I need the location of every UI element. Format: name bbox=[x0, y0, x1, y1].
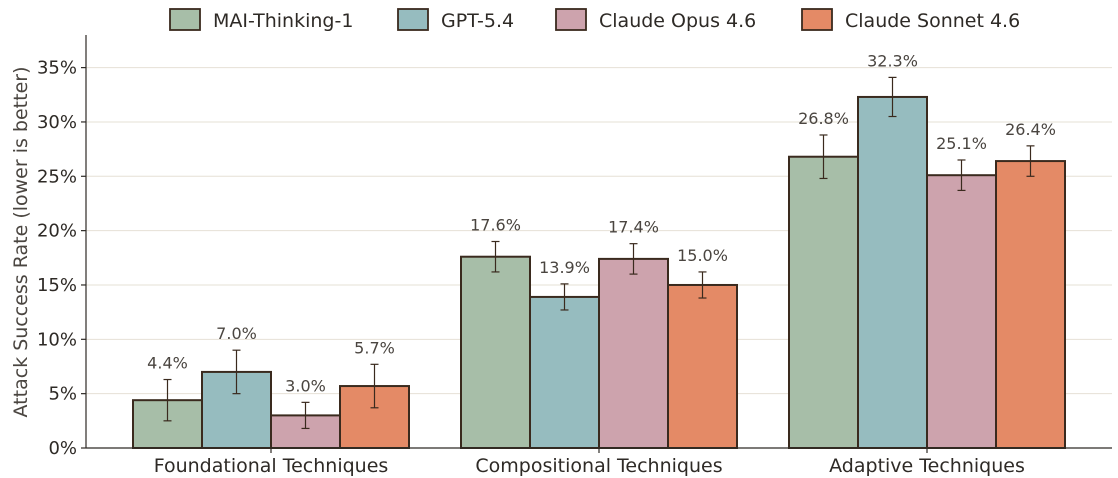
data-label: 32.3% bbox=[867, 51, 918, 70]
data-label: 5.7% bbox=[354, 338, 395, 357]
legend-label: Claude Sonnet 4.6 bbox=[845, 10, 1020, 32]
y-tick-label: 0% bbox=[48, 438, 77, 459]
data-label: 26.8% bbox=[798, 109, 849, 128]
legend-swatch bbox=[555, 8, 587, 31]
data-label: 15.0% bbox=[677, 246, 728, 265]
bars bbox=[132, 95, 1066, 450]
axes: 0% 5% 10% 15% 20% 25% 30% 35% Foundational Techn… bbox=[37, 35, 1112, 477]
data-label: 17.4% bbox=[608, 218, 659, 237]
data-labels: 4.4% 7.0% 3.0% 5.7% 17.6% 13.9% 17.4% 15.0% 26.8… bbox=[147, 51, 1056, 395]
x-tick-label: Adaptive Techniques bbox=[829, 455, 1025, 477]
legend-swatch bbox=[397, 8, 429, 31]
bar bbox=[857, 95, 928, 449]
data-label: 17.6% bbox=[470, 216, 521, 235]
data-label: 25.1% bbox=[936, 134, 987, 153]
x-tick-label: Foundational Techniques bbox=[154, 455, 389, 477]
y-tick-label: 25% bbox=[37, 166, 77, 187]
bar bbox=[460, 255, 531, 449]
data-label: 13.9% bbox=[539, 258, 590, 277]
bar bbox=[788, 155, 859, 449]
y-tick-label: 15% bbox=[37, 275, 77, 296]
legend-label: MAI-Thinking-1 bbox=[213, 10, 353, 32]
bar bbox=[995, 160, 1066, 450]
bar bbox=[598, 257, 669, 449]
data-label: 4.4% bbox=[147, 354, 188, 373]
y-tick-label: 20% bbox=[37, 221, 77, 242]
y-tick-label: 10% bbox=[37, 329, 77, 350]
x-tick-label: Compositional Techniques bbox=[475, 455, 722, 477]
data-label: 26.4% bbox=[1005, 120, 1056, 139]
y-tick-label: 5% bbox=[48, 384, 77, 405]
legend-swatch bbox=[169, 8, 201, 31]
y-axis-label: Attack Success Rate (lower is better) bbox=[10, 67, 32, 418]
bar bbox=[529, 295, 600, 450]
data-label: 3.0% bbox=[285, 376, 326, 395]
y-tick-label: 35% bbox=[37, 58, 77, 79]
y-tick-label: 30% bbox=[37, 112, 77, 133]
error-bars bbox=[163, 76, 1035, 430]
legend: MAI-Thinking-1 GPT-5.4 Claude Opus 4.6 Clau… bbox=[169, 8, 1020, 32]
legend-label: Claude Opus 4.6 bbox=[599, 10, 756, 32]
legend-label: GPT-5.4 bbox=[441, 10, 514, 32]
data-label: 7.0% bbox=[216, 324, 257, 343]
bar bbox=[667, 283, 738, 450]
legend-swatch bbox=[801, 8, 833, 31]
bar bbox=[926, 174, 997, 449]
